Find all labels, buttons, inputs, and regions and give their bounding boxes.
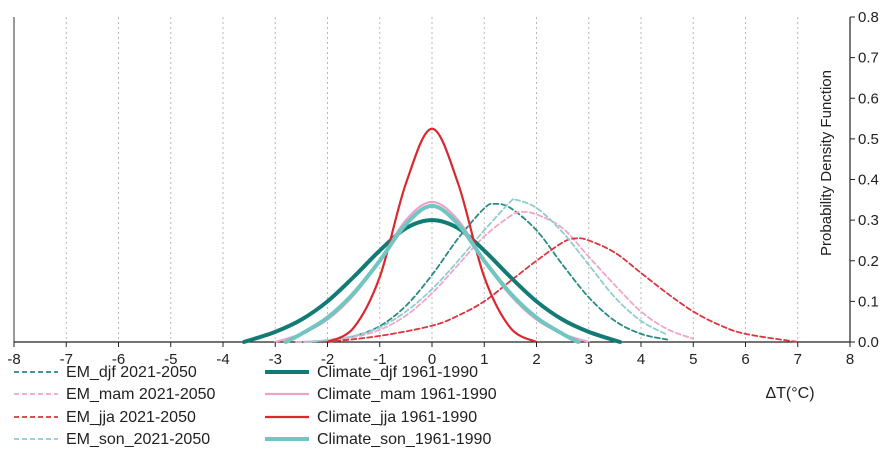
grid-layer	[65, 17, 851, 342]
x-tick-label: 4	[637, 351, 645, 368]
legend-label-em-jja-2021-2050: EM_jja 2021-2050	[66, 409, 196, 426]
legend-label-em-son-2021-2050: EM_son_2021-2050	[66, 431, 210, 448]
legend-label-em-mam-2021-2050: EM_mam 2021-2050	[66, 386, 216, 403]
series-line-em-son-2021-2050	[305, 197, 669, 343]
legend-label-climate-mam-1961-1990: Climate_mam 1961-1990	[317, 386, 497, 403]
x-tick-label: -3	[269, 351, 282, 368]
x-tick-label: -4	[216, 351, 229, 368]
series-line-climate-son-1961-1990	[283, 203, 581, 344]
y-tick-label: 0.0	[858, 334, 879, 351]
x-tick-label: -6	[112, 351, 125, 368]
x-tick-label: -7	[60, 351, 73, 368]
y-tick-label: 0.3	[858, 212, 879, 229]
x-tick-label: 3	[585, 351, 593, 368]
x-tick-label: 2	[532, 351, 540, 368]
series-line-em-djf-2021-2050	[326, 202, 669, 343]
tick-labels: -8 -7 -6 -5 -4 -3 -2 -1 0 1 2 3 4 5 6 7 80.0 0.1 0.2 0.3 0.4…	[7, 9, 879, 368]
series-line-em-mam-2021-2050	[295, 210, 695, 343]
y-tick-label: 0.5	[858, 131, 879, 148]
y-tick-label: 0.6	[858, 90, 879, 107]
y-tick-label: 0.1	[858, 293, 879, 310]
x-tick-label: -5	[164, 351, 177, 368]
x-tick-label: 6	[741, 351, 749, 368]
x-tick-label: -2	[321, 351, 334, 368]
legend-label-em-djf-2021-2050: EM_djf 2021-2050	[66, 364, 197, 381]
series-layer	[241, 127, 799, 344]
legend-label-climate-jja-1961-1990: Climate_jja 1961-1990	[317, 409, 477, 426]
series-line-climate-djf-1961-1990	[241, 218, 623, 344]
legend-label-climate-son-1961-1990: Climate_son_1961-1990	[317, 431, 491, 448]
x-tick-label: 1	[480, 351, 488, 368]
x-tick-label: 0	[428, 351, 436, 368]
y-tick-label: 0.2	[858, 253, 879, 270]
x-tick-label: 5	[689, 351, 697, 368]
unit-label: ΔT(°C)	[765, 385, 814, 402]
x-tick-label: 7	[794, 351, 802, 368]
y-tick-label: 0.8	[858, 9, 879, 26]
legend: EM_djf 2021-2050 EM_mam 2021-2050 EM_jja 2…	[14, 364, 497, 448]
series-line-climate-jja-1961-1990	[326, 127, 538, 344]
y-axis-label: Probability Density Function	[818, 70, 835, 256]
x-tick-label: -1	[373, 351, 386, 368]
x-tick-label: 8	[846, 351, 854, 368]
y-tick-label: 0.4	[858, 172, 879, 189]
legend-label-climate-djf-1961-1990: Climate_djf 1961-1990	[317, 364, 478, 381]
x-tick-label: -8	[7, 351, 20, 368]
y-tick-label: 0.7	[858, 50, 879, 67]
series-line-em-jja-2021-2050	[326, 237, 799, 343]
